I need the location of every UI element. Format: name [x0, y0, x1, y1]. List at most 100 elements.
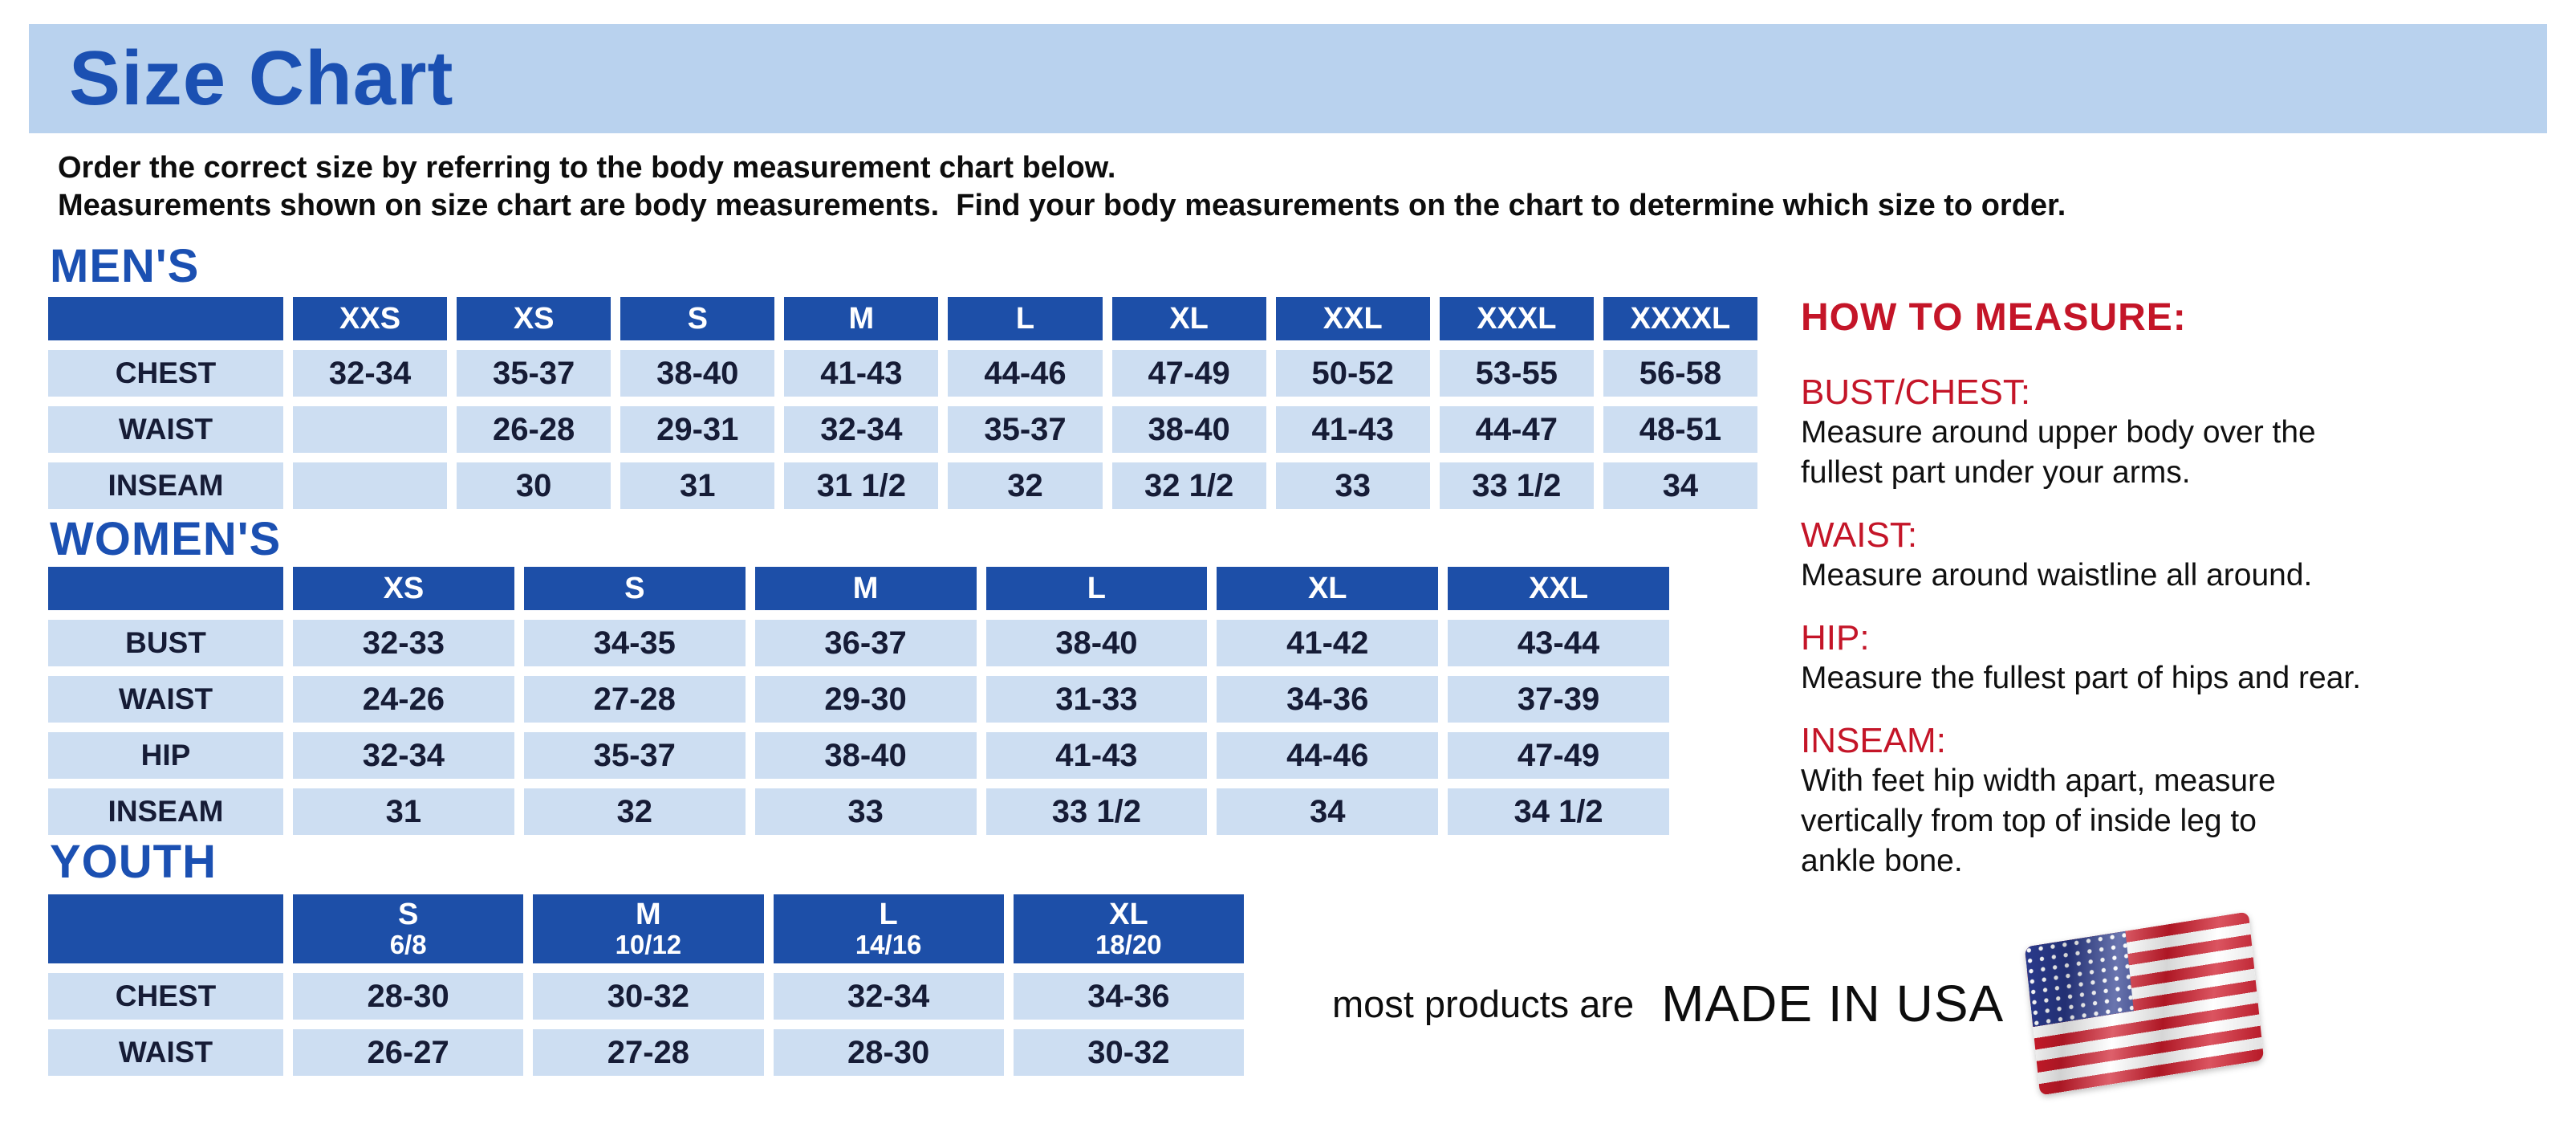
- youth-size-table: S 6/8 M 10/12 L 14/16 XL 18/20 CHEST 28-30 30-32 32…: [48, 894, 1244, 1076]
- intro-text: Order the correct size by referring to t…: [58, 149, 2066, 225]
- mens-value-cell: 35-37: [948, 406, 1103, 453]
- womens-value-cell: 24-26: [293, 676, 514, 723]
- womens-value-cell: 32-33: [293, 620, 514, 666]
- mens-value-cell: 48-51: [1603, 406, 1757, 453]
- mens-row-label: WAIST: [48, 406, 283, 453]
- youth-row-label: WAIST: [48, 1029, 283, 1076]
- made-in-usa-text: MADE IN USA: [1661, 975, 2005, 1032]
- mens-value-cell: 32 1/2: [1111, 462, 1266, 509]
- mens-row-label: INSEAM: [48, 462, 283, 509]
- womens-value-cell: 47-49: [1448, 732, 1669, 779]
- measure-description: Measure around upper body over the fulles…: [1801, 415, 2316, 490]
- womens-row-label: BUST: [48, 620, 283, 666]
- womens-value-cell: 34-36: [1217, 676, 1439, 723]
- womens-column-header: L: [985, 567, 1208, 610]
- womens-column-header: XS: [293, 567, 514, 610]
- mens-column-header: XXXXL: [1603, 297, 1757, 340]
- mens-value-cell: 31 1/2: [784, 462, 939, 509]
- womens-column-header: S: [523, 567, 746, 610]
- mens-column-header: L: [948, 297, 1103, 340]
- mens-value-cell: 31: [620, 462, 775, 509]
- mens-row-label: CHEST: [48, 350, 283, 397]
- measure-heading: HIP:: [1801, 618, 1870, 658]
- womens-value-cell: 41-42: [1217, 620, 1439, 666]
- womens-section-title: WOMEN'S: [50, 513, 282, 565]
- mens-value-cell: 29-31: [620, 406, 775, 453]
- womens-value-cell: 37-39: [1448, 676, 1669, 723]
- mens-value-cell: 33 1/2: [1439, 462, 1594, 509]
- mens-value-cell: 41-43: [784, 350, 939, 397]
- womens-value-cell: 44-46: [1217, 732, 1439, 779]
- mens-column-header: XL: [1111, 297, 1266, 340]
- made-in-usa-footer: most products are MADE IN USA: [1332, 911, 2265, 1096]
- womens-value-cell: 34 1/2: [1448, 788, 1669, 835]
- measure-heading: INSEAM:: [1801, 721, 1946, 760]
- measure-description: With feet hip width apart, measure vertic…: [1801, 763, 2276, 878]
- youth-value-cell: 30-32: [1013, 1029, 1244, 1076]
- mens-column-header: XS: [457, 297, 611, 340]
- mens-value-cell: 44-47: [1439, 406, 1594, 453]
- measure-description: Measure around waistline all around.: [1801, 558, 2313, 592]
- womens-value-cell: 29-30: [754, 676, 977, 723]
- how-to-measure-panel: HOW TO MEASURE: BUST/CHEST: Measure aroun…: [1801, 295, 2531, 882]
- womens-corner-cell: [48, 567, 283, 610]
- mens-corner-cell: [48, 297, 283, 340]
- womens-value-cell: 36-37: [754, 620, 977, 666]
- youth-value-cell: 27-28: [533, 1029, 764, 1076]
- womens-column-header: XXL: [1448, 567, 1669, 610]
- mens-value-cell: 50-52: [1275, 350, 1430, 397]
- mens-column-header: XXL: [1275, 297, 1430, 340]
- womens-value-cell: 43-44: [1448, 620, 1669, 666]
- intro-line-1: Order the correct size by referring to t…: [58, 151, 1116, 185]
- mens-value-cell: 41-43: [1275, 406, 1430, 453]
- youth-value-cell: 28-30: [293, 973, 524, 1020]
- womens-value-cell: 33: [754, 788, 977, 835]
- mens-value-cell: 56-58: [1603, 350, 1757, 397]
- mens-column-header: XXXL: [1439, 297, 1594, 340]
- womens-value-cell: 38-40: [754, 732, 977, 779]
- youth-value-cell: 32-34: [773, 973, 1004, 1020]
- womens-value-cell: 31-33: [985, 676, 1208, 723]
- made-in-usa-prefix: most products are: [1332, 982, 1635, 1025]
- womens-value-cell: 31: [293, 788, 514, 835]
- mens-section-title: MEN'S: [50, 240, 200, 292]
- womens-value-cell: 32-34: [293, 732, 514, 779]
- mens-value-cell: 47-49: [1111, 350, 1266, 397]
- measure-heading: BUST/CHEST:: [1801, 373, 2031, 412]
- womens-value-cell: 38-40: [985, 620, 1208, 666]
- youth-column-header: L 14/16: [773, 894, 1004, 963]
- measure-description: Measure the fullest part of hips and rea…: [1801, 661, 2362, 695]
- womens-value-cell: 34-35: [523, 620, 746, 666]
- mens-value-cell: 32-34: [784, 406, 939, 453]
- youth-section-title: YOUTH: [50, 836, 217, 888]
- mens-value-cell: 32-34: [293, 350, 448, 397]
- womens-row-label: HIP: [48, 732, 283, 779]
- how-to-measure-title: HOW TO MEASURE:: [1801, 296, 2187, 339]
- youth-column-header: S 6/8: [293, 894, 524, 963]
- youth-value-cell: 26-27: [293, 1029, 524, 1076]
- mens-value-cell: 35-37: [457, 350, 611, 397]
- mens-column-header: S: [620, 297, 775, 340]
- page-title: Size Chart: [69, 35, 454, 121]
- youth-value-cell: 28-30: [773, 1029, 1004, 1076]
- usa-flag-icon: [2025, 911, 2265, 1096]
- womens-value-cell: 27-28: [523, 676, 746, 723]
- youth-value-cell: 34-36: [1013, 973, 1244, 1020]
- mens-column-header: M: [784, 297, 939, 340]
- womens-value-cell: 41-43: [985, 732, 1208, 779]
- womens-value-cell: 34: [1217, 788, 1439, 835]
- measure-heading: WAIST:: [1801, 515, 1918, 555]
- youth-row-label: CHEST: [48, 973, 283, 1020]
- intro-line-2: Measurements shown on size chart are bod…: [58, 189, 2066, 222]
- youth-column-header: M 10/12: [533, 894, 764, 963]
- mens-value-cell: 38-40: [1111, 406, 1266, 453]
- mens-value-cell: [293, 406, 448, 453]
- mens-value-cell: 38-40: [620, 350, 775, 397]
- mens-value-cell: 30: [457, 462, 611, 509]
- womens-column-header: M: [754, 567, 977, 610]
- mens-column-header: XXS: [293, 297, 448, 340]
- mens-value-cell: [293, 462, 448, 509]
- mens-size-table: XXS XS S M L XL XXL XXXL XXXXL CHEST 32-34 35-37 38-…: [48, 297, 1757, 509]
- title-banner: Size Chart: [29, 24, 2547, 133]
- mens-value-cell: 33: [1275, 462, 1430, 509]
